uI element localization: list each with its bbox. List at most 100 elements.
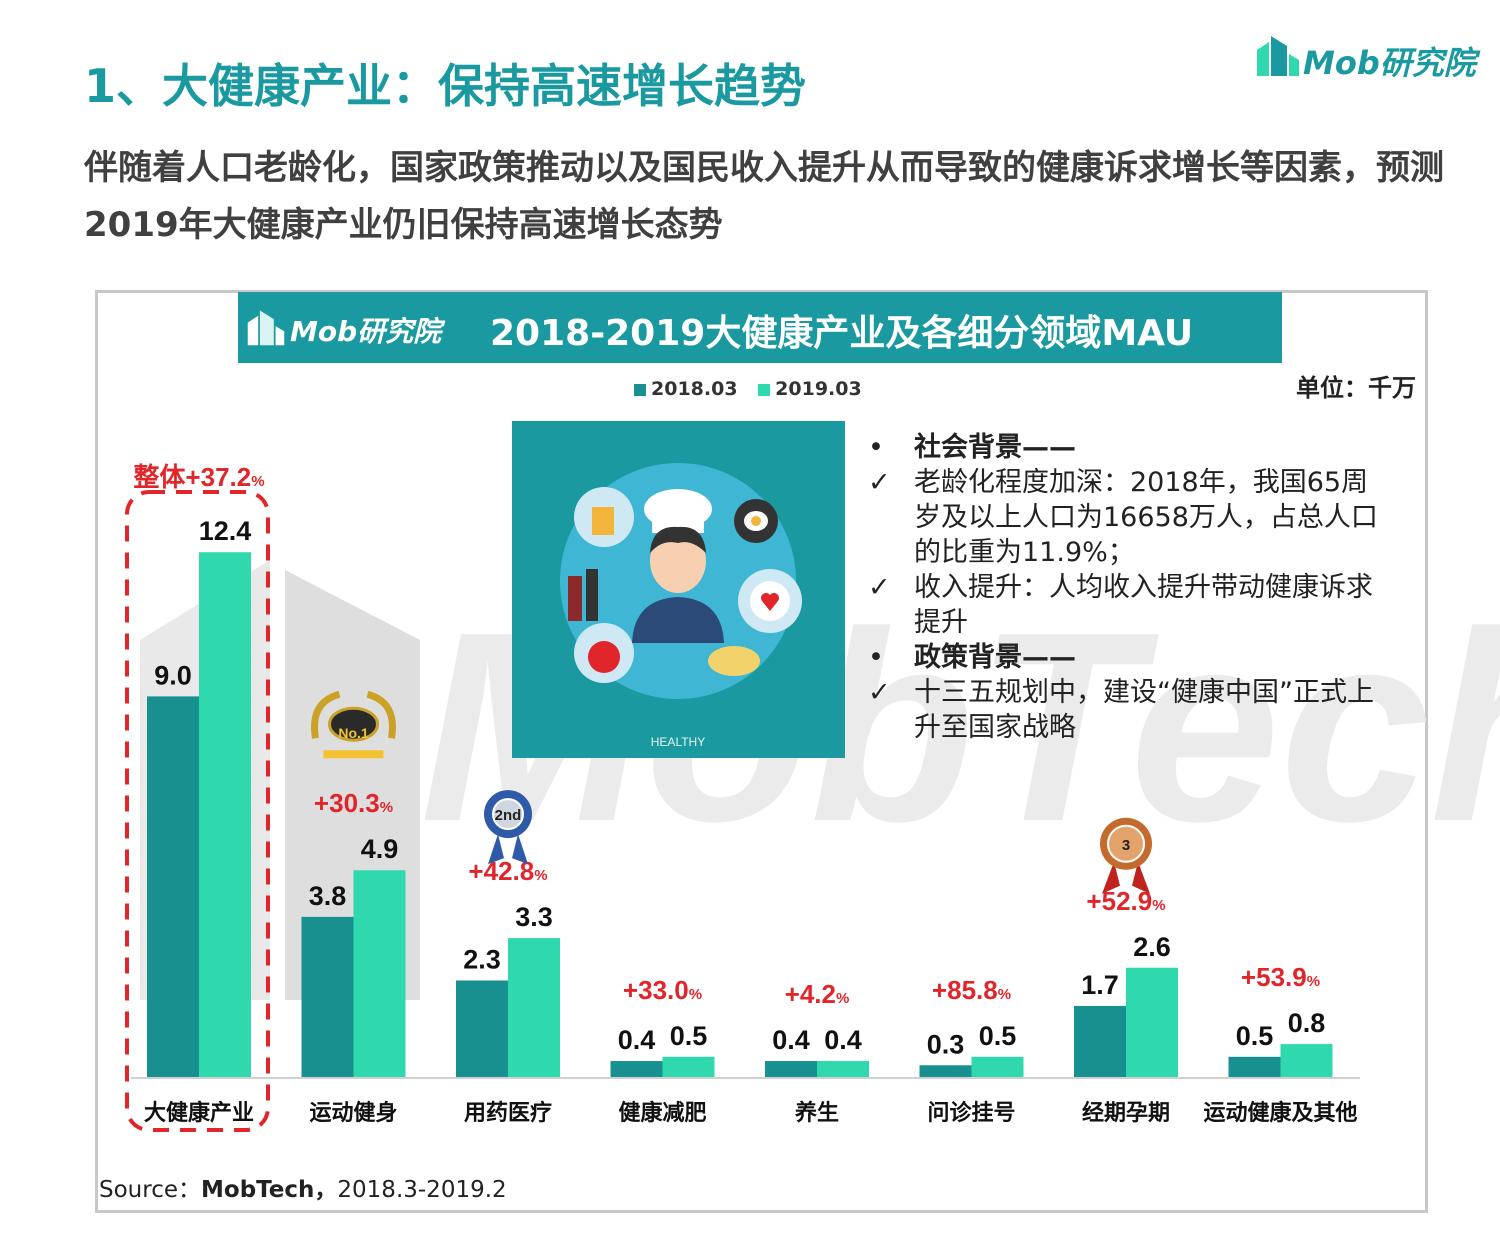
rank-label: 2nd — [495, 807, 522, 824]
rank-badge-1: No.1 — [311, 690, 396, 759]
bar-2018 — [919, 1065, 972, 1078]
bar-2018 — [765, 1061, 817, 1078]
unit-label: 单位：千万 — [1296, 374, 1416, 402]
legend-item-2018: 2018.03 — [634, 378, 738, 400]
medal-body — [328, 706, 379, 742]
growth-label: +85.8% — [932, 975, 1011, 1005]
bottle-icon — [568, 576, 582, 621]
category-label: 经期孕期 — [1082, 1100, 1170, 1125]
page-subtitle: 伴随着人口老龄化，国家政策推动以及国民收入提升从而导致的健康诉求增长等因素，预测… — [84, 148, 1444, 245]
legend-swatch — [634, 383, 646, 396]
bar-2019 — [199, 552, 251, 1078]
bullet-icon: • — [868, 642, 884, 673]
chart-title: 2018-2019大健康产业及各细分领域MAU — [490, 313, 1194, 354]
rank-badge-2: 2nd — [484, 790, 532, 865]
healthy-illustration: HEALTHY — [512, 421, 845, 758]
notes-income: ✓ 收入提升：人均收入提升带动健康诉求提升 — [868, 570, 1388, 640]
growth-unit: % — [1307, 973, 1320, 990]
source-note: Source：MobTech，2018.3-2019.2 — [99, 1170, 507, 1204]
category-label: 问诊挂号 — [927, 1100, 1015, 1125]
bar-2018 — [1228, 1056, 1281, 1078]
chart-header-logo-text: Mob研究院 — [290, 315, 442, 348]
growth-unit: % — [1152, 897, 1165, 914]
value-label: 0.4 — [824, 1025, 862, 1055]
rank-badge-3: 3 — [1100, 817, 1152, 894]
check-icon: ✓ — [868, 677, 891, 708]
growth-unit: % — [534, 867, 547, 884]
category-label: 大健康产业 — [144, 1100, 254, 1125]
bar-2019 — [1126, 967, 1178, 1078]
ribbon-left — [1102, 861, 1120, 894]
bar-2019 — [971, 1056, 1024, 1078]
bar-2019 — [1280, 1044, 1333, 1078]
growth-unit: % — [380, 799, 393, 816]
value-label: 0.5 — [979, 1021, 1017, 1051]
notes-text: 十三五规划中，建设“健康中国”正式上升至国家战略 — [914, 677, 1374, 743]
bar-2018 — [1074, 1005, 1126, 1078]
chart-frame — [95, 290, 1428, 1213]
ribbon-right — [1132, 861, 1150, 894]
bar-2018 — [456, 980, 508, 1078]
page-title: 1、大健康产业：保持高速增长趋势 — [84, 59, 807, 113]
value-label: 2.3 — [463, 944, 501, 974]
chart-header: Mob研究院 2018-2019大健康产业及各细分领域MAU — [238, 292, 1282, 363]
source-period: 2018.3-2019.2 — [337, 1177, 507, 1203]
growth-unit: % — [998, 986, 1011, 1003]
category-label: 用药医疗 — [464, 1100, 552, 1125]
notes-text: 老龄化程度加深：2018年，我国65周岁及以上人口为16658万人，占总人口的比… — [914, 467, 1378, 568]
building-icon — [1257, 36, 1299, 76]
ribbon-left — [488, 834, 504, 865]
laurel-right — [366, 690, 396, 739]
value-label: 0.3 — [927, 1029, 965, 1059]
chart-header-logo: Mob研究院 — [246, 307, 446, 348]
notes-heading-text: 政策背景—— — [914, 642, 1076, 673]
growth-label: 整体+37.2% — [133, 462, 264, 492]
bar-2019 — [662, 1056, 715, 1078]
category-label: 养生 — [794, 1100, 839, 1125]
bar-2019 — [817, 1061, 869, 1078]
category-label: 健康减肥 — [618, 1100, 706, 1125]
bar-2019 — [353, 870, 406, 1078]
legend-swatch — [758, 383, 771, 396]
value-label: 0.5 — [670, 1021, 708, 1051]
background-notes: • 社会背景—— ✓ 老龄化程度加深：2018年，我国65周岁及以上人口为16658… — [868, 430, 1388, 745]
value-label: 0.4 — [772, 1025, 810, 1055]
notes-policy: ✓ 十三五规划中，建设“健康中国”正式上升至国家战略 — [868, 675, 1388, 745]
growth-label: +4.2% — [785, 979, 850, 1009]
growth-unit: % — [689, 986, 702, 1003]
logo-text: Mob研究院 — [1303, 44, 1476, 82]
legend: 2018.03 2019.03 — [634, 378, 876, 400]
illustration-caption: HEALTHY — [651, 735, 705, 749]
legend-item-2019: 2019.03 — [758, 378, 862, 400]
growth-label: +52.9% — [1086, 886, 1165, 916]
rank-label: No.1 — [338, 725, 369, 741]
value-label: 0.4 — [618, 1025, 656, 1055]
growth-unit: % — [251, 473, 264, 490]
value-label: 0.8 — [1288, 1008, 1326, 1038]
value-label: 2.6 — [1133, 932, 1171, 962]
value-label: 3.3 — [515, 902, 553, 932]
value-label: 3.8 — [309, 881, 347, 911]
growth-label: +33.0% — [623, 975, 702, 1005]
growth-label: +53.9% — [1241, 962, 1320, 992]
notes-heading-text: 社会背景—— — [914, 432, 1076, 463]
chef-face-icon — [650, 529, 706, 593]
mob-logo: Mob研究院 — [1255, 32, 1476, 82]
building-icon — [247, 310, 285, 346]
check-icon: ✓ — [868, 572, 891, 603]
bar-2018 — [610, 1061, 663, 1078]
value-label: 12.4 — [199, 516, 252, 546]
check-icon: ✓ — [868, 467, 891, 498]
source-name: MobTech， — [201, 1177, 338, 1203]
legend-label: 2018.03 — [651, 378, 738, 400]
bar-2018 — [147, 696, 199, 1078]
value-label: 1.7 — [1081, 970, 1119, 1000]
notes-aging: ✓ 老龄化程度加深：2018年，我国65周岁及以上人口为16658万人，占总人口的… — [868, 465, 1388, 570]
ribbon-right — [512, 834, 528, 865]
notes-text: 收入提升：人均收入提升带动健康诉求提升 — [914, 572, 1373, 638]
source-prefix: Source： — [99, 1177, 201, 1203]
value-label: 9.0 — [154, 660, 192, 690]
highlight-box — [125, 490, 270, 1132]
notes-social-heading: • 社会背景—— — [868, 430, 1388, 465]
laurel-left — [311, 690, 341, 739]
